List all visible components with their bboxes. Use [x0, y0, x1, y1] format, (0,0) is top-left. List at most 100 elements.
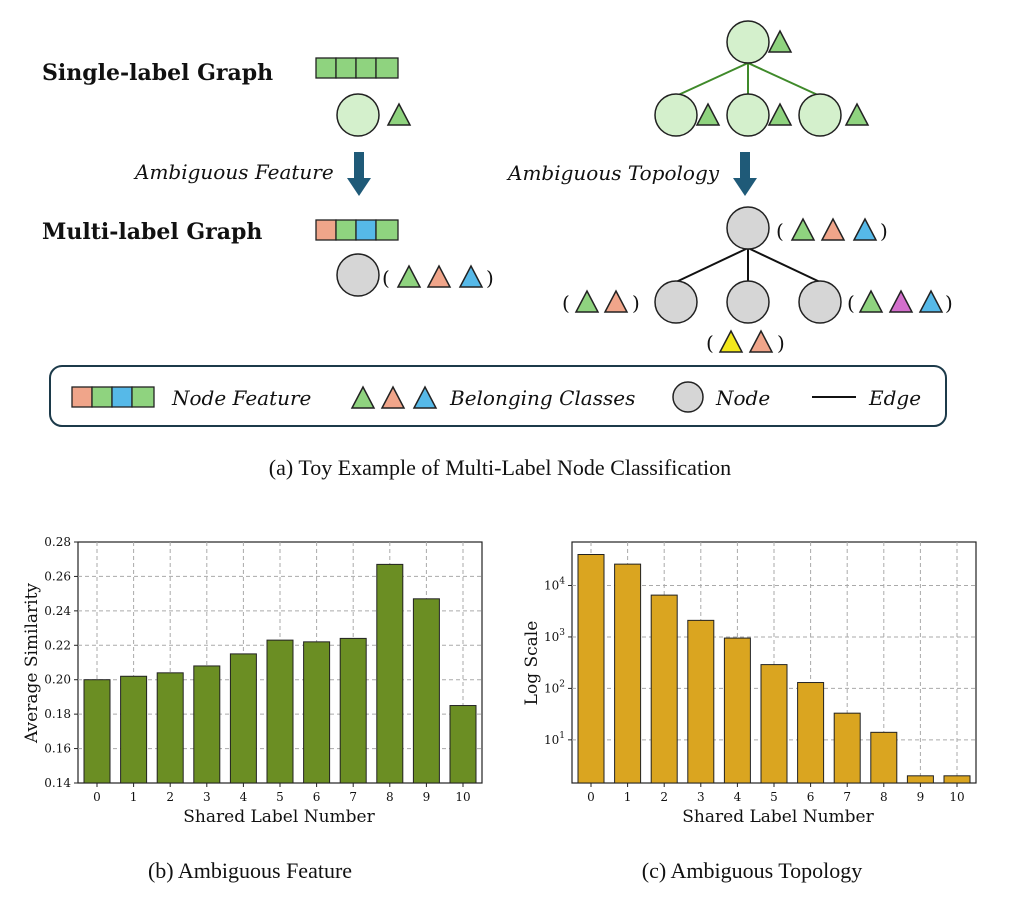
- svg-text:): ): [945, 291, 953, 315]
- bar: [687, 619, 715, 784]
- x-tick-label: 4: [734, 790, 742, 804]
- x-tick-label: 2: [660, 790, 668, 804]
- svg-text:): ): [777, 331, 785, 355]
- class-triangle-icon: [767, 102, 793, 126]
- bar: [266, 639, 294, 784]
- svg-text:): ): [632, 291, 640, 315]
- class-triangle-icon: [718, 329, 744, 353]
- svg-text:(: (: [562, 291, 570, 315]
- bar: [83, 679, 111, 784]
- single-label-feature-vector: [315, 57, 399, 79]
- class-triangle-icon: [458, 264, 484, 288]
- svg-text:(: (: [382, 266, 390, 290]
- bar: [833, 712, 861, 784]
- single-label-graph-title: Single-label Graph: [42, 60, 273, 86]
- bar: [760, 664, 788, 784]
- y-tick-label: 0.26: [44, 569, 71, 583]
- class-triangle-icon: [748, 329, 774, 353]
- bar: [650, 594, 678, 784]
- y-tick-label: 0.18: [44, 707, 71, 721]
- multi-label-feature-vector: [315, 219, 399, 241]
- class-triangle-icon: [350, 385, 376, 409]
- bar: [120, 675, 148, 784]
- single-label-node: [336, 93, 380, 137]
- class-triangle-icon: [380, 385, 406, 409]
- multi-label-classes: ( ): [382, 264, 494, 290]
- bar: [723, 637, 751, 784]
- x-tick-label: 2: [166, 790, 174, 804]
- x-tick-label: 7: [843, 790, 851, 804]
- y-axis-label: Average Similarity: [22, 583, 42, 744]
- bar: [229, 653, 257, 784]
- bar: [577, 554, 605, 784]
- x-tick-label: 5: [770, 790, 778, 804]
- multi-label-graph-title: Multi-label Graph: [42, 219, 262, 245]
- ambiguous-topology-label: Ambiguous Topology: [506, 161, 720, 185]
- bar: [449, 705, 477, 784]
- class-triangle-icon: [790, 217, 816, 241]
- x-tick-label: 8: [880, 790, 888, 804]
- class-triangle-icon: [852, 217, 878, 241]
- class-triangle-icon: [858, 289, 884, 313]
- caption-c: (c) Ambiguous Topology: [642, 858, 863, 883]
- x-tick-label: 4: [240, 790, 248, 804]
- x-tick-label: 1: [624, 790, 632, 804]
- y-tick-label: 0.24: [44, 604, 71, 618]
- down-arrow-icon: [347, 152, 371, 196]
- caption-b: (b) Ambiguous Feature: [148, 858, 352, 883]
- class-triangle-icon: [396, 264, 422, 288]
- svg-text:(: (: [776, 219, 784, 243]
- legend-belonging-classes: Belonging Classes: [449, 386, 635, 410]
- x-tick-label: 8: [386, 790, 394, 804]
- x-tick-label: 6: [807, 790, 815, 804]
- y-tick-label: 0.28: [44, 535, 71, 549]
- x-tick-label: 1: [130, 790, 138, 804]
- bar: [156, 672, 184, 784]
- class-triangle-icon: [386, 102, 412, 126]
- y-tick-label: 0.22: [44, 638, 71, 652]
- x-tick-label: 3: [203, 790, 211, 804]
- x-tick-label: 0: [587, 790, 595, 804]
- bar: [339, 637, 367, 784]
- bar: [412, 598, 440, 784]
- class-triangle-icon: [695, 102, 721, 126]
- class-triangle-icon: [844, 102, 870, 126]
- y-tick-label: 0.14: [44, 776, 71, 790]
- bar: [303, 641, 331, 784]
- multi-label-tree: ( ) ( ) ( ) ( ): [562, 206, 953, 355]
- chart-ambiguous-feature: 0.14 0.16 0.18 0.20 0.22 0.24 0.26 0.28 0 1 2 3 4 5 6 7…: [22, 535, 483, 883]
- ambiguous-feature-label: Ambiguous Feature: [133, 160, 334, 184]
- class-triangle-icon: [820, 217, 846, 241]
- multi-label-node: [336, 253, 380, 297]
- bar: [614, 563, 642, 784]
- legend-feature-swatch: [71, 386, 155, 408]
- svg-text:(: (: [706, 331, 714, 355]
- bar: [943, 775, 971, 784]
- y-tick-label: 102: [544, 679, 565, 695]
- svg-text:): ): [880, 219, 888, 243]
- class-triangle-icon: [426, 264, 452, 288]
- legend-node: Node: [715, 386, 770, 410]
- legend-node-feature: Node Feature: [171, 386, 311, 410]
- class-triangle-icon: [412, 385, 438, 409]
- class-triangle-icon: [603, 289, 629, 313]
- y-tick-label: 0.20: [44, 673, 71, 687]
- y-tick-label: 0.16: [44, 742, 71, 756]
- x-tick-label: 5: [276, 790, 284, 804]
- x-tick-label: 9: [917, 790, 925, 804]
- toy-example-panel: Single-label Graph Ambiguous Feature Mul…: [42, 20, 953, 480]
- bar: [193, 665, 221, 784]
- chart-ambiguous-topology: 101 102 103 104 0 1 2 3 4 5 6 7 8 9 10 Shared Label Nu…: [522, 541, 977, 883]
- bar: [797, 682, 825, 784]
- svg-text:(: (: [847, 291, 855, 315]
- class-triangle-icon: [918, 289, 944, 313]
- y-tick-label: 101: [544, 731, 565, 747]
- y-tick-label: 103: [544, 628, 565, 644]
- legend-node-circle: [672, 381, 704, 413]
- bar: [906, 775, 934, 784]
- class-triangle-icon: [888, 289, 914, 313]
- x-axis-label: Shared Label Number: [183, 807, 375, 827]
- x-axis-label: Shared Label Number: [682, 807, 874, 827]
- x-tick-label: 3: [697, 790, 705, 804]
- legend-edge: Edge: [868, 386, 921, 410]
